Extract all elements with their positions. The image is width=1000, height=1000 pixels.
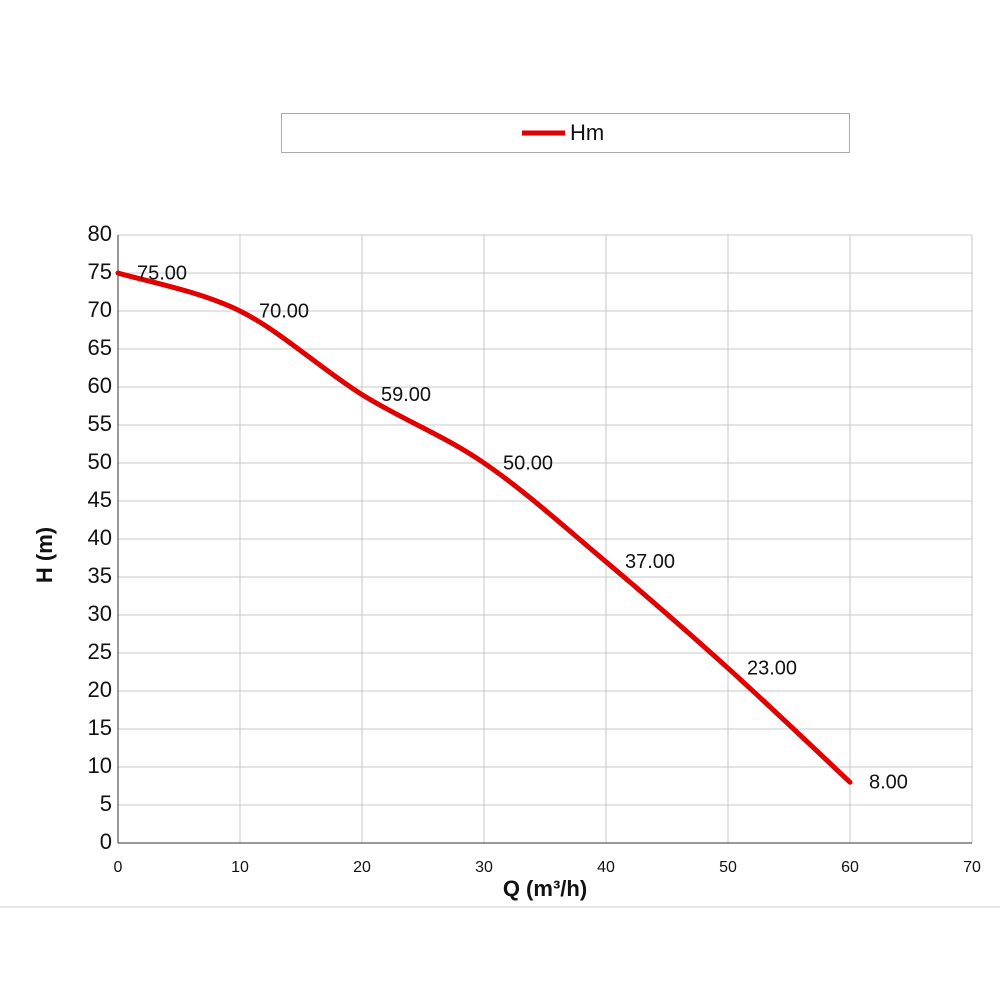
- data-label: 8.00: [869, 771, 908, 793]
- y-tick-label: 20: [88, 677, 112, 702]
- y-tick-label: 40: [88, 525, 112, 550]
- y-tick-label: 10: [88, 753, 112, 778]
- legend-box: [281, 113, 850, 153]
- y-tick-label: 65: [88, 335, 112, 360]
- y-axis-title: H (m): [32, 527, 57, 583]
- data-label: 23.00: [747, 657, 797, 679]
- y-tick-label: 30: [88, 601, 112, 626]
- y-tick-label: 60: [88, 373, 112, 398]
- data-label: 75.00: [137, 262, 187, 284]
- y-tick-label: 75: [88, 259, 112, 284]
- x-tick-label: 60: [841, 859, 859, 876]
- data-label: 70.00: [259, 300, 309, 322]
- y-tick-label: 55: [88, 411, 112, 436]
- data-label: 50.00: [503, 452, 553, 474]
- x-tick-label: 70: [963, 859, 981, 876]
- data-label: 59.00: [381, 384, 431, 406]
- y-tick-label: 50: [88, 449, 112, 474]
- x-axis-title: Q (m³/h): [503, 876, 587, 901]
- y-tick-label: 35: [88, 563, 112, 588]
- y-tick-label: 70: [88, 297, 112, 322]
- x-tick-label: 40: [597, 859, 615, 876]
- y-tick-label: 45: [88, 487, 112, 512]
- x-tick-label: 10: [231, 859, 249, 876]
- y-tick-label: 80: [88, 221, 112, 246]
- x-tick-label: 30: [475, 859, 493, 876]
- y-tick-label: 25: [88, 639, 112, 664]
- x-tick-label: 20: [353, 859, 371, 876]
- y-tick-label: 15: [88, 715, 112, 740]
- x-tick-label: 50: [719, 859, 737, 876]
- y-tick-label: 0: [100, 829, 112, 854]
- x-tick-label: 0: [114, 859, 123, 876]
- legend-label: Hm: [570, 120, 604, 145]
- series-line: [115, 270, 853, 785]
- data-label: 37.00: [625, 551, 675, 573]
- y-tick-label: 5: [100, 791, 112, 816]
